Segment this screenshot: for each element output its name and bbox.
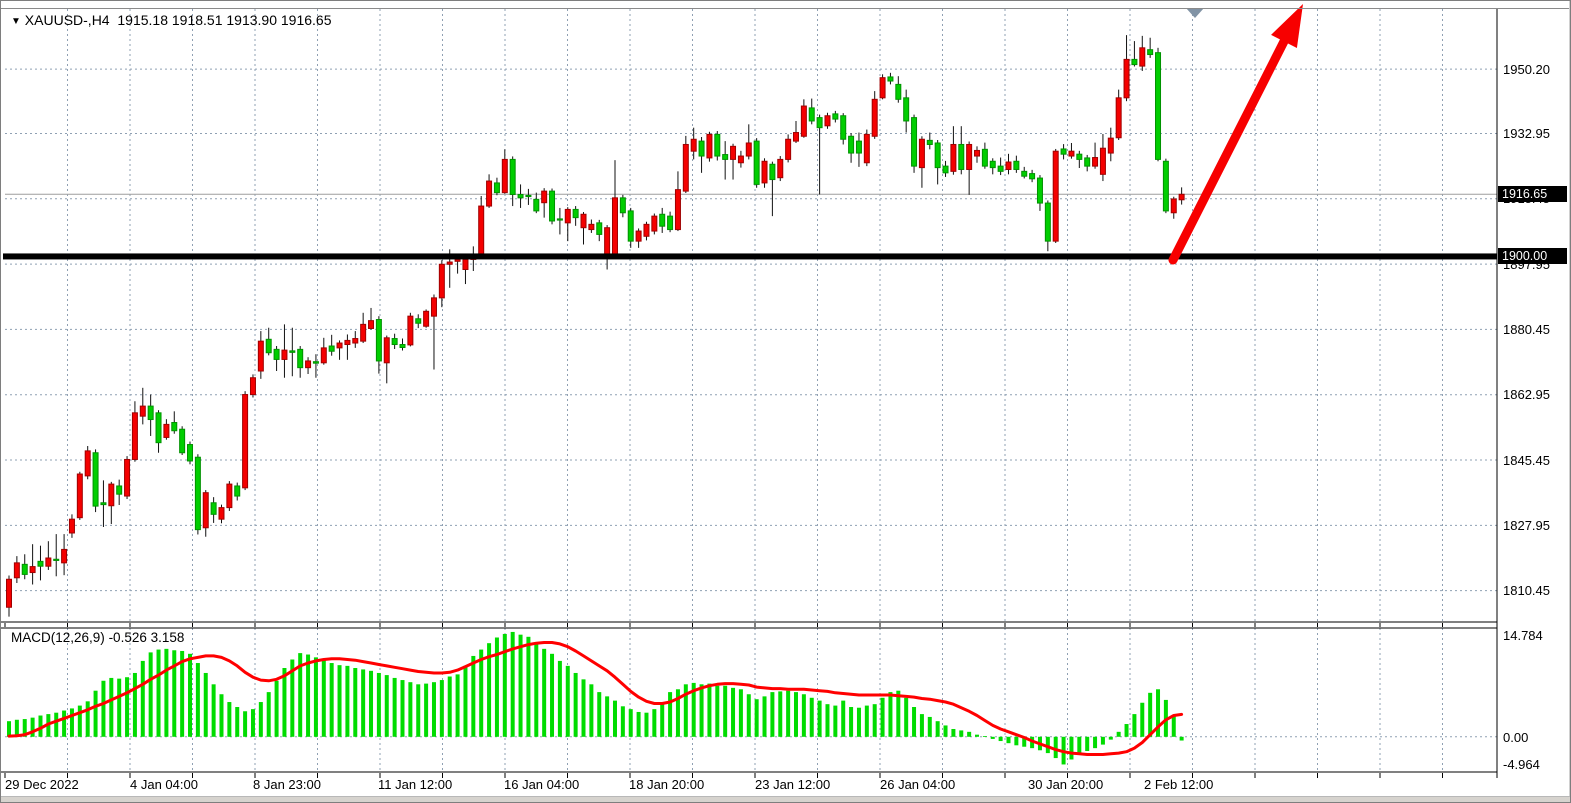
hline-price-badge: 1900.00 — [1498, 248, 1567, 265]
quote-high: 1918.51 — [171, 12, 223, 28]
time-axis-label: 4 Jan 04:00 — [130, 777, 198, 792]
macd-signal-line — [7, 641, 1184, 756]
window-bottom-strip — [1, 796, 1570, 802]
quote-open: 1915.18 — [117, 12, 168, 28]
price-axis-label: 1880.45 — [1503, 321, 1550, 337]
time-axis-label: 2 Feb 12:00 — [1144, 777, 1214, 792]
time-axis-label: 8 Jan 23:00 — [253, 777, 321, 792]
window-frame-line — [1, 8, 1570, 9]
macd-name: MACD(12,26,9) — [11, 630, 105, 645]
time-axis-label: 29 Dec 2022 — [5, 777, 79, 792]
time-axis-label: 23 Jan 12:00 — [755, 777, 831, 792]
quote-low: 1913.90 — [226, 12, 277, 28]
macd-signal-value: 3.158 — [150, 630, 185, 645]
quote-close: 1916.65 — [280, 12, 332, 28]
symbol-dropdown-icon[interactable]: ▼ — [11, 16, 21, 27]
panel-borders — [1, 9, 1498, 778]
grid-lines — [5, 9, 1497, 772]
time-axis-label: 30 Jan 20:00 — [1028, 777, 1104, 792]
macd-axis-label: 0.00 — [1503, 729, 1529, 745]
time-axis-label: 16 Jan 04:00 — [504, 777, 580, 792]
window-right-edge — [1569, 1, 1570, 796]
macd-axis-label: 14.784 — [1503, 627, 1543, 643]
price-axis-label: 1862.95 — [1503, 387, 1550, 403]
price-axis-label: 1845.45 — [1503, 452, 1550, 468]
time-axis-label: 11 Jan 12:00 — [378, 777, 453, 792]
time-axis-label: 18 Jan 20:00 — [629, 777, 705, 792]
macd-indicator-label: MACD(12,26,9) -0.526 3.158 — [11, 630, 184, 645]
chart-shift-marker-icon[interactable] — [1186, 8, 1204, 18]
price-axis-label: 1950.20 — [1503, 61, 1550, 77]
time-axis-label: 26 Jan 04:00 — [880, 777, 956, 792]
macd-axis-label: -4.964 — [1503, 756, 1540, 772]
price-axis-label: 1932.95 — [1503, 125, 1550, 141]
symbol-quote-header: ▼ XAUUSD-,H4 1915.18 1918.51 1913.90 191… — [11, 12, 331, 28]
time-axis-ticks — [4, 623, 1443, 778]
price-axis-label: 1827.95 — [1503, 517, 1550, 533]
symbol-label: XAUUSD-,H4 — [24, 12, 110, 28]
current-price-badge: 1916.65 — [1498, 186, 1567, 203]
trend-arrow[interactable] — [1168, 4, 1303, 265]
macd-histogram — [7, 631, 1184, 765]
macd-value: -0.526 — [108, 630, 147, 645]
horizontal-line-1900[interactable] — [3, 253, 1497, 260]
price-axis-label: 1810.45 — [1503, 583, 1550, 599]
candles-layer — [6, 35, 1185, 617]
